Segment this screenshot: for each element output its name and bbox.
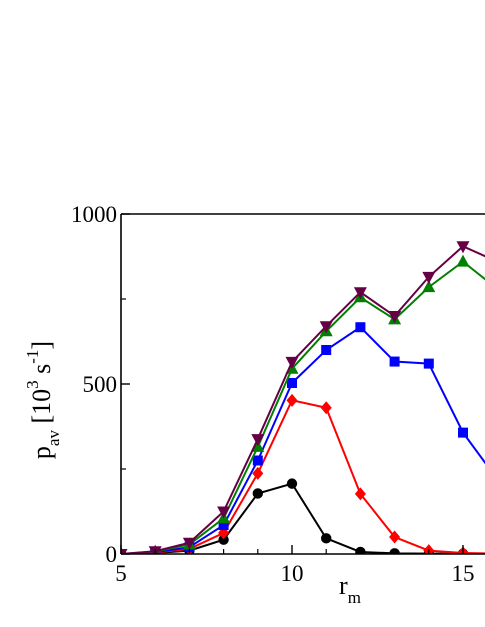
- data-point-circle: [286, 478, 298, 489]
- series-square: [121, 322, 485, 554]
- data-point-triangle-down: [353, 287, 367, 300]
- data-point-circle: [218, 534, 229, 545]
- y-tick-label: 1000: [71, 202, 117, 227]
- x-tick-label: 10: [281, 561, 304, 586]
- y-axis-label: pav [103 s-1]: [23, 341, 63, 459]
- data-point-triangle-down: [217, 506, 231, 519]
- x-axis-label: rm: [339, 571, 361, 607]
- data-point-square: [321, 345, 332, 355]
- data-point-circle: [252, 488, 263, 499]
- y-tick-label: 500: [83, 372, 118, 397]
- data-point-diamond: [389, 530, 401, 544]
- data-point-diamond: [354, 487, 366, 501]
- data-point-square: [287, 377, 297, 388]
- data-point-triangle-up: [456, 254, 470, 267]
- data-point-diamond: [320, 401, 332, 415]
- data-point-triangle-down: [121, 549, 128, 554]
- data-point-triangle-down: [319, 321, 333, 334]
- data-point-square: [218, 520, 229, 531]
- data-point-square: [423, 358, 434, 369]
- data-point-triangle-down: [182, 537, 196, 550]
- data-point-triangle-down: [456, 241, 470, 254]
- data-point-square: [355, 322, 366, 333]
- series-diamond: [121, 393, 485, 554]
- data-point-diamond: [252, 466, 264, 480]
- series-triangle-up: [121, 254, 485, 554]
- tick-layer: 5 10 15 0 500 1000: [71, 202, 475, 586]
- series-triangle-down: [121, 241, 485, 554]
- series-layer: [121, 241, 485, 554]
- data-point-square: [458, 427, 468, 438]
- x-tick-label: 5: [115, 561, 127, 586]
- data-point-square: [252, 455, 263, 466]
- series-line: [121, 482, 485, 554]
- x-tick-label: 15: [452, 561, 475, 586]
- data-point-triangle-down: [388, 311, 402, 323]
- data-point-square: [389, 356, 400, 367]
- series-line: [121, 399, 485, 554]
- y-tick-label: 0: [106, 542, 118, 567]
- data-point-triangle-up: [422, 280, 436, 293]
- data-point-triangle-down: [251, 434, 265, 447]
- data-point-circle: [321, 533, 332, 544]
- series-line: [121, 245, 485, 554]
- data-point-triangle-down: [422, 271, 436, 284]
- data-point-diamond: [286, 393, 298, 407]
- data-point-triangle-down: [285, 356, 299, 369]
- series-line: [121, 260, 485, 554]
